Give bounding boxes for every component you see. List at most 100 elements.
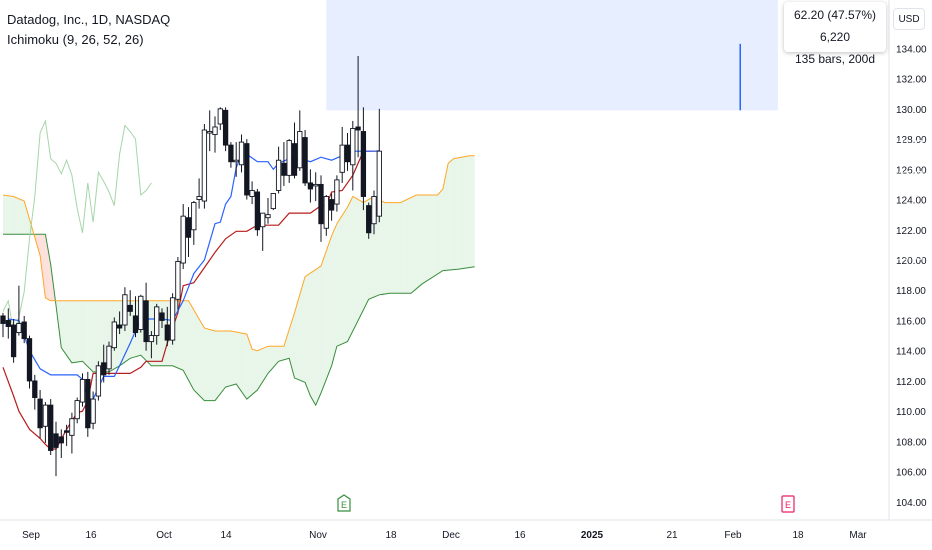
candle-body[interactable]: [249, 190, 255, 197]
indicator-label[interactable]: Ichimoku (9, 26, 52, 26): [7, 32, 144, 47]
candle-body[interactable]: [339, 144, 345, 173]
candle-body[interactable]: [143, 300, 149, 343]
candle-body[interactable]: [275, 159, 282, 191]
candle-body[interactable]: [138, 295, 144, 330]
symbol-title[interactable]: Datadog, Inc., 1D, NASDAQ: [7, 12, 171, 27]
upcoming-earnings-icon[interactable]: E: [781, 495, 795, 513]
candle-body[interactable]: [265, 214, 271, 219]
cloud-segment: [392, 202, 396, 294]
candle-body[interactable]: [101, 362, 107, 376]
candle-body[interactable]: [323, 196, 329, 229]
candle-body[interactable]: [116, 324, 123, 329]
cloud-segment: [260, 348, 263, 386]
candle-body[interactable]: [48, 404, 54, 451]
candle-body[interactable]: [90, 398, 96, 424]
candle-body[interactable]: [371, 196, 377, 225]
candle-body[interactable]: [233, 159, 239, 163]
candle-body[interactable]: [334, 179, 340, 205]
cloud-segment: [50, 264, 54, 301]
candle-body[interactable]: [10, 324, 17, 358]
candle-body[interactable]: [127, 304, 133, 312]
candle-body[interactable]: [313, 183, 319, 187]
candle-body[interactable]: [37, 398, 43, 429]
cloud-segment: [363, 201, 367, 310]
candle-body[interactable]: [196, 196, 202, 200]
candle-body[interactable]: [344, 144, 351, 163]
candle-body[interactable]: [69, 418, 75, 436]
candle-body[interactable]: [217, 108, 223, 125]
candle-body[interactable]: [74, 400, 80, 420]
candle-body[interactable]: [201, 129, 208, 202]
candle-body[interactable]: [185, 217, 192, 238]
candle-body[interactable]: [122, 294, 128, 326]
measure-tooltip: 62.20 (47.57%) 6,220 135 bars, 200d: [784, 2, 886, 66]
candle-body[interactable]: [318, 183, 324, 225]
candle-body[interactable]: [58, 436, 64, 444]
candle-body[interactable]: [238, 141, 245, 166]
candle-body[interactable]: [297, 131, 303, 169]
candle-body[interactable]: [21, 321, 27, 340]
candle-body[interactable]: [360, 131, 367, 197]
candle-body[interactable]: [366, 205, 372, 234]
cloud-segment: [71, 300, 75, 363]
candle-body[interactable]: [63, 430, 70, 433]
candle-body[interactable]: [302, 137, 308, 184]
candle-body[interactable]: [159, 312, 165, 321]
cloud-segment: [193, 309, 197, 393]
candle-body[interactable]: [132, 315, 139, 334]
candle-body[interactable]: [244, 143, 250, 196]
candle-body[interactable]: [164, 324, 170, 341]
earnings-event-icon[interactable]: E: [337, 494, 351, 512]
time-tick-label: 2025: [581, 530, 604, 541]
candle-body[interactable]: [32, 380, 38, 399]
cloud-segment: [90, 300, 94, 372]
cloud-segment: [103, 300, 107, 372]
cloud-segment: [442, 176, 446, 271]
candle-body[interactable]: [148, 335, 155, 343]
candle-body[interactable]: [26, 338, 33, 382]
candle-body[interactable]: [175, 261, 181, 300]
candle-body[interactable]: [42, 404, 49, 427]
candle-body[interactable]: [0, 315, 6, 324]
candle-body[interactable]: [180, 215, 186, 264]
candle-body[interactable]: [350, 128, 356, 166]
cloud-segment: [265, 346, 268, 378]
candle-body[interactable]: [376, 150, 382, 217]
cloud-segment: [445, 163, 449, 271]
candle-body[interactable]: [95, 365, 102, 397]
candle-body[interactable]: [111, 321, 117, 349]
candle-body[interactable]: [228, 144, 234, 163]
candle-body[interactable]: [106, 345, 112, 370]
cloud-segment: [42, 234, 46, 298]
candle-body[interactable]: [286, 140, 292, 176]
candle-body[interactable]: [85, 378, 91, 429]
cloud-segment: [95, 300, 99, 372]
candle-body[interactable]: [222, 109, 229, 146]
price-tick-label: 128.00: [896, 135, 927, 146]
time-tick-label: 18: [385, 530, 397, 541]
price-tick-label: 130.00: [896, 105, 927, 116]
cloud-segment: [405, 198, 409, 294]
candle-body[interactable]: [254, 191, 261, 231]
currency-button[interactable]: USD: [893, 8, 925, 30]
cloud-segment: [389, 202, 393, 294]
candle-body[interactable]: [355, 126, 361, 131]
candle-body[interactable]: [212, 126, 218, 135]
candle-body[interactable]: [291, 143, 298, 176]
candle-body[interactable]: [154, 306, 160, 337]
candle-body[interactable]: [281, 162, 287, 176]
candle-body[interactable]: [260, 212, 266, 228]
candle-body[interactable]: [270, 193, 276, 210]
candle-body[interactable]: [16, 323, 22, 334]
candle-body[interactable]: [207, 131, 213, 134]
cloud-segment: [360, 201, 364, 316]
candle-body[interactable]: [191, 202, 197, 231]
candle-body[interactable]: [53, 433, 59, 448]
measure-change-text: 62.20 (47.57%) 6,220: [793, 8, 877, 44]
candle-body[interactable]: [169, 297, 176, 341]
candle-body[interactable]: [5, 320, 11, 327]
candle-body[interactable]: [307, 182, 314, 190]
candle-body[interactable]: [328, 199, 335, 211]
candle-body[interactable]: [79, 378, 86, 403]
